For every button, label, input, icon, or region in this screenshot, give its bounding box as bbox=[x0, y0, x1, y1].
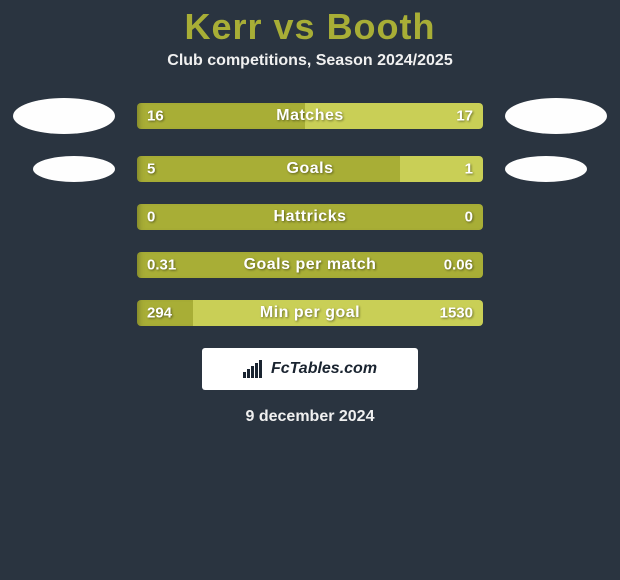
stat-value-p1: 0.31 bbox=[147, 257, 176, 274]
player1-name: Kerr bbox=[184, 6, 262, 47]
stat-value-p2: 17 bbox=[456, 108, 473, 125]
title-separator: vs bbox=[263, 6, 327, 47]
stat-label: Goals per match bbox=[244, 256, 377, 274]
stat-label: Min per goal bbox=[260, 304, 360, 322]
stat-bar: Hattricks 0 0 bbox=[137, 204, 483, 230]
stat-bar: Goals per match 0.31 0.06 bbox=[137, 252, 483, 278]
stat-label: Hattricks bbox=[274, 208, 347, 226]
left-slot bbox=[11, 98, 137, 134]
stat-row: Matches 16 17 bbox=[0, 98, 620, 134]
stat-value-p2: 1 bbox=[465, 161, 473, 178]
left-slot bbox=[11, 156, 137, 182]
right-slot bbox=[483, 98, 609, 134]
attribution-badge[interactable]: FcTables.com bbox=[202, 348, 418, 390]
bars-icon bbox=[243, 360, 265, 378]
stat-value-p1: 5 bbox=[147, 161, 155, 178]
player1-avatar bbox=[13, 98, 115, 134]
player2-club-avatar bbox=[505, 156, 587, 182]
stat-value-p1: 294 bbox=[147, 305, 172, 322]
stat-value-p2: 0 bbox=[465, 209, 473, 226]
stat-bar: Matches 16 17 bbox=[137, 103, 483, 129]
attribution-text: FcTables.com bbox=[271, 360, 377, 378]
stat-value-p2: 0.06 bbox=[444, 257, 473, 274]
stat-label: Goals bbox=[287, 160, 334, 178]
player2-name: Booth bbox=[327, 6, 436, 47]
player2-avatar bbox=[505, 98, 607, 134]
subtitle: Club competitions, Season 2024/2025 bbox=[0, 52, 620, 98]
stats-container: Matches 16 17 Goals 5 1 Hattricks 0 0 Goals per m… bbox=[0, 98, 620, 326]
bar-seg-p1 bbox=[137, 156, 400, 182]
stat-row: Goals per match 0.31 0.06 bbox=[0, 252, 620, 278]
player1-club-avatar bbox=[33, 156, 115, 182]
stat-row: Min per goal 294 1530 bbox=[0, 300, 620, 326]
stat-bar: Goals 5 1 bbox=[137, 156, 483, 182]
right-slot bbox=[483, 156, 609, 182]
date-text: 9 december 2024 bbox=[0, 408, 620, 426]
stat-row: Hattricks 0 0 bbox=[0, 204, 620, 230]
stat-bar: Min per goal 294 1530 bbox=[137, 300, 483, 326]
stat-label: Matches bbox=[276, 107, 344, 125]
stat-row: Goals 5 1 bbox=[0, 156, 620, 182]
stat-value-p2: 1530 bbox=[440, 305, 473, 322]
stat-value-p1: 16 bbox=[147, 108, 164, 125]
page-title: Kerr vs Booth bbox=[0, 0, 620, 52]
stat-value-p1: 0 bbox=[147, 209, 155, 226]
